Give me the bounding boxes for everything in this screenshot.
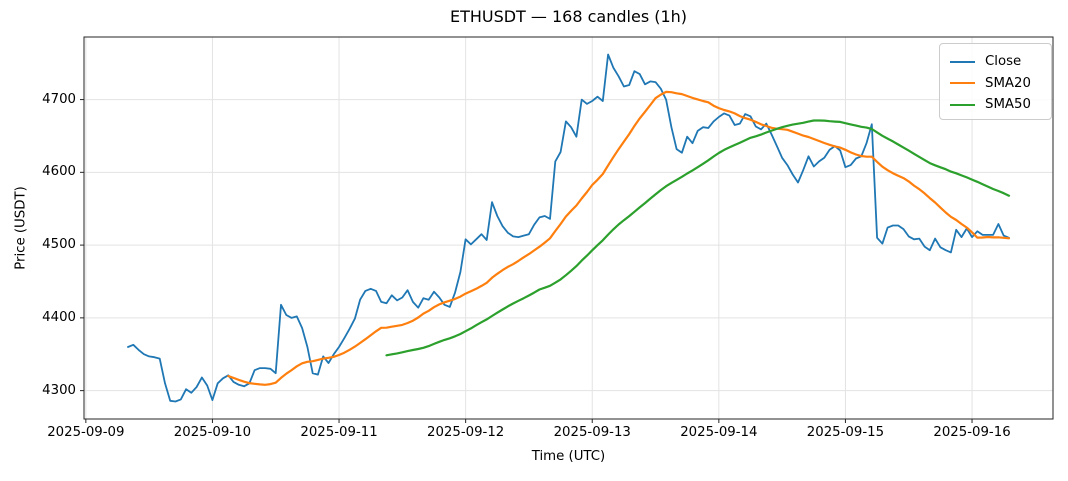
x-axis-label: Time (UTC) — [531, 449, 606, 464]
chart-title: ETHUSDT — 168 candles (1h) — [449, 7, 688, 26]
sma50-line-swatch — [950, 103, 975, 106]
y-tick-label: 4300 — [42, 382, 76, 398]
x-tick-label: 2025-09-15 — [806, 425, 885, 440]
x-tick-label: 2025-09-12 — [426, 425, 505, 440]
y-axis-label: Price (USDT) — [13, 186, 29, 270]
y-tick-label: 4700 — [42, 91, 76, 107]
x-tick-label: 2025-09-09 — [47, 425, 125, 440]
x-tick-label: 2025-09-16 — [933, 425, 1011, 440]
y-tick-label: 4600 — [42, 164, 76, 180]
legend-label-sma50: SMA50 — [985, 97, 1031, 113]
legend-label-sma20: SMA20 — [985, 75, 1031, 91]
legend-label-close: Close — [985, 54, 1022, 70]
x-tick-label: 2025-09-11 — [300, 425, 378, 440]
x-tick-label: 2025-09-13 — [553, 425, 631, 440]
y-tick-label: 4400 — [42, 309, 76, 325]
x-tick-label: 2025-09-10 — [173, 425, 252, 440]
legend-item-close: Close — [950, 51, 1041, 73]
x-tick-label: 2025-09-14 — [680, 425, 758, 440]
close-line-swatch — [950, 60, 975, 63]
y-tick-label: 4500 — [42, 237, 76, 253]
legend-item-sma50: SMA50 — [950, 94, 1041, 116]
sma20-line-swatch — [950, 82, 975, 85]
legend: Close SMA20 SMA50 — [939, 43, 1052, 120]
legend-item-sma20: SMA20 — [950, 73, 1041, 95]
